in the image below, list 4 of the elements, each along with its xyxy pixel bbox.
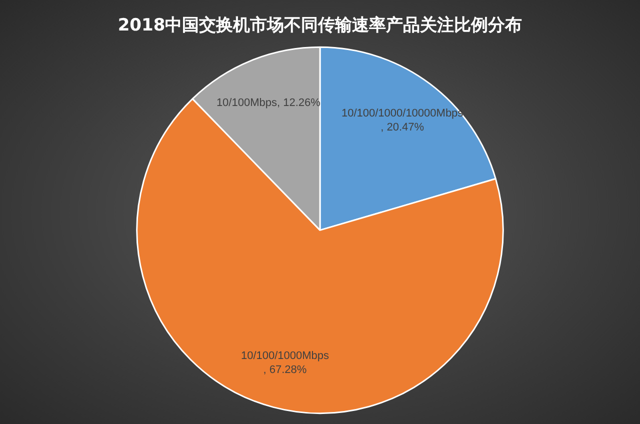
data-label: , 20.47% xyxy=(380,121,424,134)
slice-label: 10/100/1000Mbps xyxy=(240,350,330,362)
data-label: , 67.28% xyxy=(263,364,307,376)
chart-title: 2018中国交换机市场不同传输速率产品关注比例分布 xyxy=(118,16,522,36)
